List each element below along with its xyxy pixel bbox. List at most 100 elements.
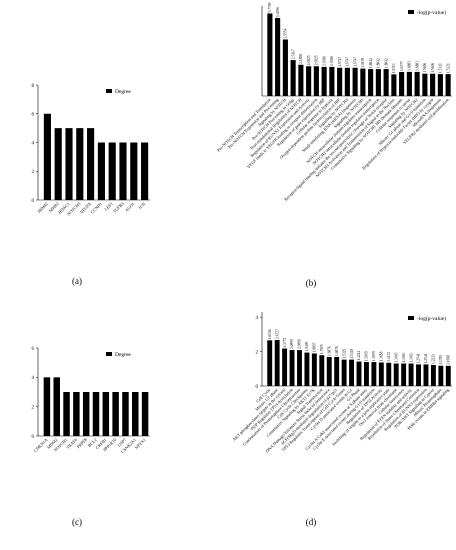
data-label: 2.5117 [291, 49, 295, 59]
data-label: 2.0386 [322, 56, 326, 66]
bar [63, 392, 70, 436]
bar [344, 67, 350, 96]
data-label: 1.8842 [369, 58, 373, 68]
bar [112, 392, 119, 436]
bar [360, 68, 366, 96]
bar [297, 350, 302, 386]
data-label: 1.6876 [327, 346, 331, 356]
data-label: 1.5321 [439, 63, 443, 73]
bar [356, 361, 362, 386]
data-label: 1.5329 [350, 349, 354, 359]
panel-label: (c) [72, 517, 82, 527]
bar [73, 392, 80, 436]
bar [401, 363, 407, 386]
legend-label: -log(p-value) [417, 9, 446, 16]
data-label: 1.9747 [346, 57, 350, 67]
data-label: 3.9554 [284, 28, 288, 38]
bar [406, 71, 412, 96]
data-label: 1.1698 [446, 355, 450, 365]
data-label: 5.7799 [268, 2, 272, 12]
data-label: 1.3065 [394, 352, 398, 362]
bar [430, 73, 436, 96]
bar [132, 392, 139, 436]
data-label: 2.1858 [299, 54, 303, 64]
bar [274, 340, 280, 386]
bar [54, 128, 62, 200]
bar [267, 13, 273, 96]
panel-label: (b) [306, 278, 317, 288]
legend-swatch [408, 10, 414, 14]
legend-label: -log(p-value) [417, 315, 446, 322]
y-tick-label: 2 [256, 350, 259, 355]
bar [329, 66, 335, 96]
bar [423, 364, 429, 386]
data-label: 5.4596 [276, 7, 280, 17]
bar [290, 60, 296, 96]
bar [321, 66, 327, 96]
panel-label: (d) [306, 517, 317, 527]
bar [319, 355, 325, 386]
x-tick-label: PRPF8 [76, 437, 88, 449]
bar [82, 392, 90, 436]
x-tick-label: CCND1 [90, 201, 104, 215]
bar [349, 359, 355, 386]
data-label: 1.8842 [384, 58, 388, 68]
y-tick-label: 2 [32, 405, 35, 410]
bar [108, 142, 116, 200]
data-label: 2.0386 [330, 56, 334, 66]
bar [306, 66, 312, 96]
bar [102, 392, 110, 436]
data-label: 1.3909 [365, 351, 369, 361]
data-label: 1.5153 [392, 63, 396, 73]
bar [65, 128, 73, 200]
legend-swatch [106, 89, 112, 93]
bar [119, 142, 127, 200]
bar [422, 73, 428, 96]
data-label: 1.8897 [313, 342, 317, 352]
y-tick-label: 4 [32, 376, 35, 381]
bar [352, 67, 358, 96]
legend-label: Degree [115, 89, 131, 95]
bar [430, 364, 436, 386]
x-tick-label: MDM2 [36, 201, 49, 214]
data-label: 1.5321 [446, 63, 450, 73]
data-label: 1.9747 [338, 57, 342, 67]
data-label: 1.3063 [409, 352, 413, 362]
data-label: 1.3909 [372, 351, 376, 361]
bar [282, 348, 288, 386]
bar [87, 128, 95, 200]
x-tick-label: AGO1 [124, 201, 136, 213]
data-label: 1.3063 [402, 352, 406, 362]
data-label: 2.1772 [283, 337, 287, 347]
y-tick-label: 0 [32, 435, 35, 440]
bar [416, 364, 421, 386]
x-tick-label: NPTX1 [134, 437, 147, 450]
x-tick-label: TGFB3 [112, 201, 125, 214]
data-label: 1.1783 [439, 355, 443, 365]
bar [341, 359, 347, 386]
bar [368, 69, 374, 96]
data-label: 2.0899 [290, 339, 294, 349]
bar [313, 66, 319, 96]
bar [337, 67, 343, 96]
bar [414, 71, 420, 96]
bar [141, 142, 149, 200]
bar [378, 362, 384, 386]
x-tick-label: LEF1 [103, 201, 113, 211]
bar [311, 353, 317, 386]
x-tick-label: JUN [137, 201, 146, 210]
bar [408, 363, 414, 386]
bar [76, 128, 84, 200]
legend-swatch [106, 352, 112, 356]
bar [393, 363, 399, 386]
bar [438, 365, 444, 386]
bar [326, 356, 332, 386]
data-label: 1.6876 [335, 346, 339, 356]
data-label: 1.9409 [305, 342, 309, 352]
bar [282, 39, 288, 96]
bar [289, 350, 295, 386]
bar [391, 74, 397, 96]
data-label: 2.6546 [268, 329, 272, 339]
bar [399, 72, 405, 96]
data-label: 2.0825 [307, 55, 311, 65]
